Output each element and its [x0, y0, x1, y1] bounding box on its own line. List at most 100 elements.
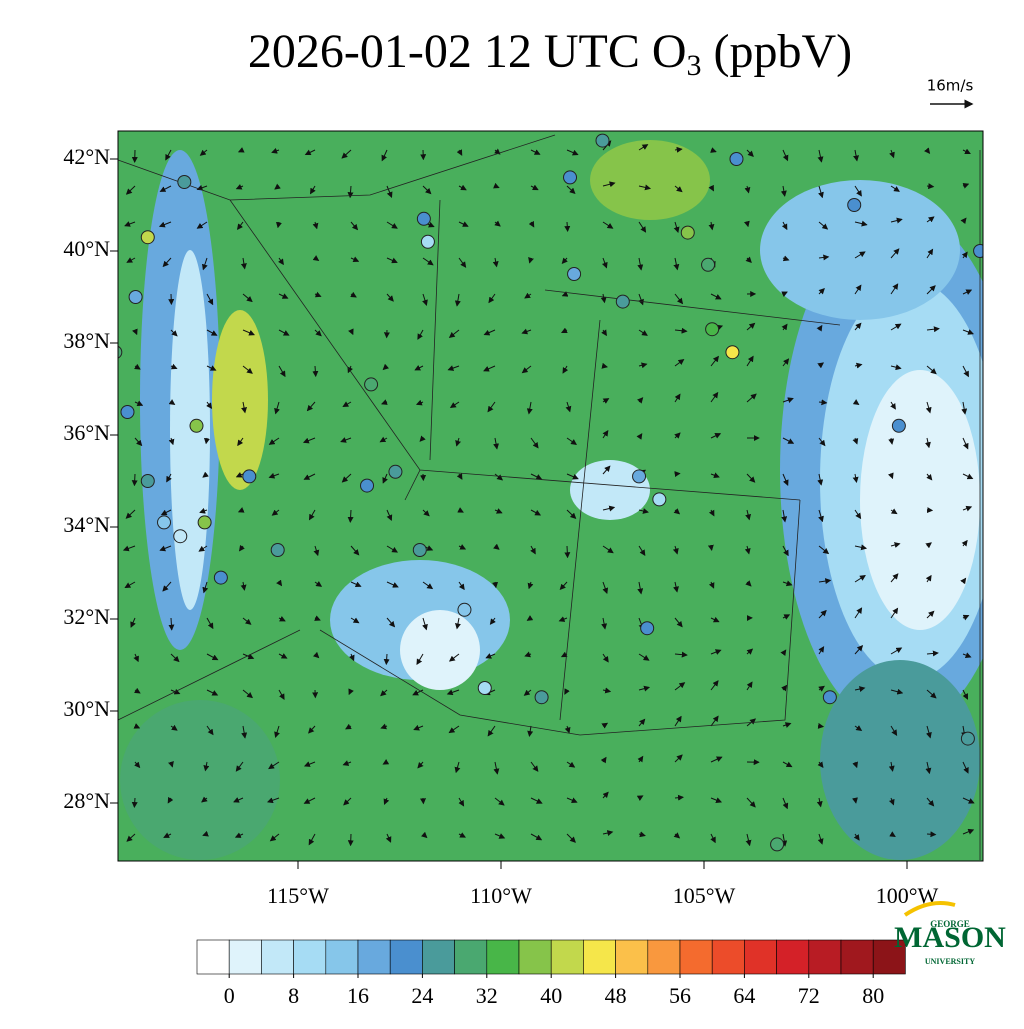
colorbar-label: 80: [862, 983, 884, 1008]
wind-arrow: [134, 474, 135, 485]
station: [178, 176, 191, 189]
station: [681, 226, 694, 239]
wind-arrow: [567, 546, 568, 557]
wind-arrow: [315, 366, 316, 376]
station: [365, 378, 378, 391]
wind-arrow: [386, 654, 387, 664]
colorbar-box: [680, 940, 712, 974]
lon-label: 105°W: [673, 883, 736, 908]
colorbar-box: [616, 940, 648, 974]
station: [568, 268, 581, 281]
wind-arrow: [134, 798, 135, 807]
lat-label: 32°N: [63, 604, 110, 629]
station: [653, 493, 666, 506]
colorbar-label: 48: [605, 983, 627, 1008]
station: [892, 419, 905, 432]
station: [458, 603, 471, 616]
wind-arrow: [927, 834, 935, 835]
wind-arrow: [927, 186, 933, 187]
station: [616, 295, 629, 308]
station: [109, 346, 122, 359]
colorbar-label: 32: [476, 983, 498, 1008]
station: [141, 475, 154, 488]
wind-arrow: [711, 546, 712, 550]
lat-label: 40°N: [63, 236, 110, 261]
colorbar-box: [648, 940, 680, 974]
colorbar-label: 72: [798, 983, 820, 1008]
station: [271, 544, 284, 557]
lat-label: 36°N: [63, 420, 110, 445]
station: [417, 212, 430, 225]
wind-arrow: [171, 618, 172, 630]
colorbar-label: 64: [733, 983, 755, 1008]
colorbar-label: 0: [224, 983, 235, 1008]
station: [421, 235, 434, 248]
station: [158, 516, 171, 529]
station: [243, 470, 256, 483]
lat-label: 28°N: [63, 788, 110, 813]
station: [706, 323, 719, 336]
station: [129, 291, 142, 304]
lon-label: 110°W: [470, 883, 532, 908]
station: [214, 571, 227, 584]
wind-arrow: [567, 222, 568, 231]
lat-label: 42°N: [63, 144, 110, 169]
colorbar-box: [551, 940, 583, 974]
map-field: [109, 131, 1020, 861]
logo: MASON GEORGE UNIVERSITY: [894, 903, 1006, 966]
colorbar-box: [229, 940, 261, 974]
station: [564, 171, 577, 184]
colorbar-label: 16: [347, 983, 369, 1008]
station: [702, 258, 715, 271]
station: [174, 530, 187, 543]
title-sub: 3: [687, 49, 702, 82]
station: [361, 479, 374, 492]
lat-label: 34°N: [63, 512, 110, 537]
station: [141, 231, 154, 244]
colorbar-box: [197, 940, 229, 974]
colorbar-box: [294, 940, 326, 974]
colorbar-label: 56: [669, 983, 691, 1008]
svg-text:GEORGE: GEORGE: [930, 919, 970, 929]
lat-label: 30°N: [63, 696, 110, 721]
colorbar-box: [422, 940, 454, 974]
station: [641, 622, 654, 635]
svg-text:UNIVERSITY: UNIVERSITY: [925, 957, 975, 966]
station: [633, 470, 646, 483]
wind-arrow: [675, 473, 680, 474]
station: [535, 691, 548, 704]
wind-arrow: [819, 726, 823, 727]
station: [823, 691, 836, 704]
station: [121, 406, 134, 419]
title: 2026-01-02 12 UTC O3 (ppbV): [248, 25, 852, 82]
colorbar-box: [809, 940, 841, 974]
station: [730, 153, 743, 166]
colorbar-box: [583, 940, 615, 974]
colorbar-label: 40: [540, 983, 562, 1008]
colorbar-label: 24: [411, 983, 433, 1008]
station: [190, 419, 203, 432]
title-main: 2026-01-02 12 UTC O: [248, 25, 687, 78]
colorbar-box: [712, 940, 744, 974]
lon-label: 115°W: [267, 883, 329, 908]
station: [596, 134, 609, 147]
station: [478, 682, 491, 695]
colorbar-box: [744, 940, 776, 974]
station: [961, 732, 974, 745]
colorbar-box: [487, 940, 519, 974]
wind-scale-label: 16m/s: [927, 77, 974, 95]
colorbar-box: [519, 940, 551, 974]
colorbar-box: [841, 940, 873, 974]
colorbar-box: [777, 940, 809, 974]
wind-arrow: [350, 510, 351, 522]
colorbar-box: [390, 940, 422, 974]
colorbar-box: [358, 940, 390, 974]
colorbar-box: [326, 940, 358, 974]
station: [413, 544, 426, 557]
colorbar-label: 8: [288, 983, 299, 1008]
colorbar-box: [261, 940, 293, 974]
station: [771, 838, 784, 851]
station: [974, 245, 987, 258]
station: [198, 516, 211, 529]
